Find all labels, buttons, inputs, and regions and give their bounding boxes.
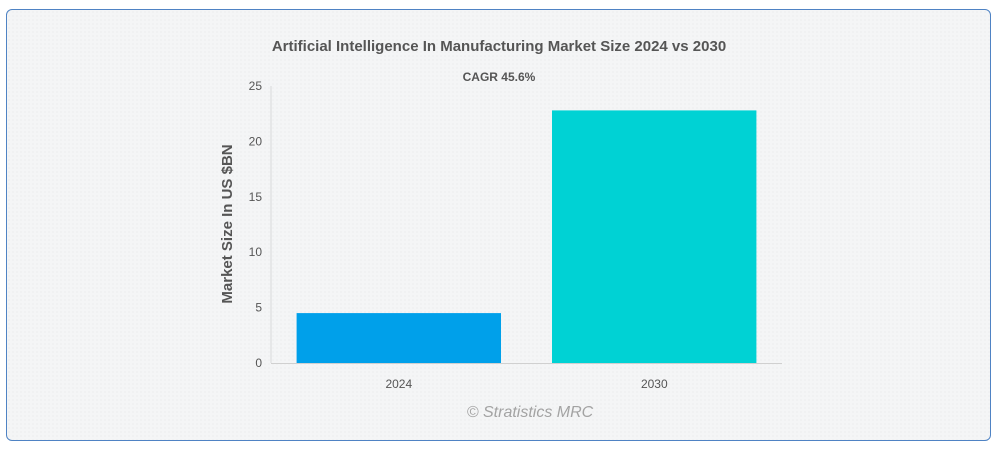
bars bbox=[296, 110, 757, 364]
y-tick-label: 20 bbox=[249, 134, 263, 148]
chart-subtitle: CAGR 45.6% bbox=[463, 70, 536, 84]
y-axis-ticks: 0 5 10 15 20 25 bbox=[249, 79, 263, 370]
y-tick-label: 5 bbox=[255, 301, 262, 315]
watermark: © Stratistics MRC bbox=[467, 404, 594, 421]
y-tick-label: 0 bbox=[255, 356, 262, 370]
chart-frame bbox=[6, 9, 991, 441]
x-tick-label: 2030 bbox=[641, 377, 668, 391]
bar-2030 bbox=[552, 110, 757, 364]
y-tick-label: 10 bbox=[249, 245, 263, 259]
y-tick-label: 25 bbox=[249, 79, 263, 93]
y-tick-label: 15 bbox=[249, 190, 263, 204]
x-tick-label: 2024 bbox=[385, 377, 412, 391]
x-axis-ticks: 2024 2030 bbox=[385, 377, 668, 391]
chart-title: Artificial Intelligence In Manufacturing… bbox=[272, 38, 726, 55]
bar-2024 bbox=[296, 313, 501, 363]
y-axis-label: Market Size In US $BN bbox=[219, 144, 236, 303]
